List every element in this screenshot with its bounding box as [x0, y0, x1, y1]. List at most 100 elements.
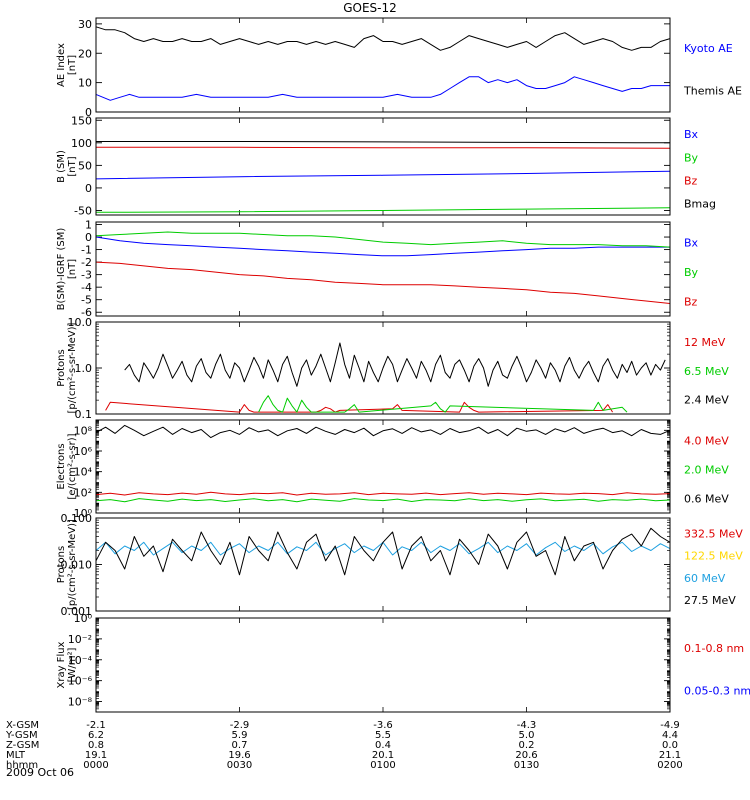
y-axis-unit: [W/m²] — [67, 647, 78, 682]
series-bfield-1 — [95, 207, 671, 213]
x-row-label: X-GSM — [6, 720, 39, 731]
y-tick-label: -1 — [81, 244, 92, 257]
series-bdiff-0 — [95, 236, 670, 257]
y-axis-unit: [nT] — [67, 156, 78, 176]
y-tick-label: 10⁴ — [74, 466, 93, 479]
panel-frame — [95, 117, 671, 216]
legend-label: By — [684, 266, 699, 279]
series-bfield-3 — [96, 141, 671, 144]
x-row-value: 19.1 — [85, 750, 107, 761]
y-tick-label: 10 — [78, 77, 92, 90]
legend-label: 60 MeV — [684, 572, 726, 585]
y-tick-label: 10⁻² — [68, 633, 92, 646]
y-tick-label: 0.001 — [61, 605, 93, 618]
y-tick-label: 30 — [78, 18, 92, 31]
series-protons2-1 — [95, 527, 671, 576]
panel-bfield: -50 0 50 100 150 B (SM) [nT] Bx By Bz Bmag — [56, 114, 716, 217]
legend-label: Bz — [684, 295, 698, 308]
y-tick-label: 10² — [74, 486, 92, 499]
x-row-value: 0200 — [657, 760, 682, 771]
x-row-value: 5.5 — [375, 730, 391, 741]
y-tick-label: 1 — [85, 219, 92, 232]
panel-protons1: 0.1 1.0 10.0 Protons [p/(cm²-s-sr-MeV)] 12 Me… — [56, 316, 729, 421]
x-row-value: 0100 — [370, 760, 395, 771]
y-axis-title: Protons — [56, 349, 67, 386]
y-tick-label: 100 — [71, 137, 92, 150]
series-protons2-0 — [95, 541, 671, 556]
legend-label: 2.0 MeV — [684, 463, 729, 476]
legend-label: 12 MeV — [684, 336, 726, 349]
y-tick-label: 10⁻⁸ — [68, 696, 93, 709]
legend-label: Kyoto AE — [684, 42, 733, 55]
x-row-value: 20.1 — [372, 750, 394, 761]
x-row-value: 0000 — [83, 760, 108, 771]
y-tick-label: 10⁶ — [74, 445, 93, 458]
legend-label: 6.5 MeV — [684, 365, 729, 378]
series-electrons-2 — [95, 424, 671, 439]
panel-protons2: 0.001 0.010 0.100 Protons [p/(cm²-s-sr-MeV)]… — [56, 512, 743, 618]
y-tick-label: 0 — [85, 231, 92, 244]
legend-label: Themis AE — [683, 85, 742, 98]
x-row-value: -4.3 — [517, 720, 537, 731]
x-row-value: 5.9 — [232, 730, 248, 741]
legend-label: 122.5 MeV — [684, 550, 743, 563]
x-axis-table: X-GSM -2.1 -2.9 -3.6 -4.3 -4.9 Y-GSM 6.2 5.9 5.5 5… — [5, 720, 683, 771]
series-bdiff-1 — [95, 231, 671, 248]
x-row-label: MLT — [6, 750, 26, 761]
y-tick-label: -4 — [81, 281, 92, 294]
panel-frame — [95, 419, 671, 514]
series-electrons-0 — [95, 491, 671, 496]
y-axis-title: B(SM)-IGRF (SM) — [56, 228, 67, 311]
legend-label: Bmag — [684, 197, 716, 210]
legend-label: 27.5 MeV — [684, 594, 736, 607]
date-label: 2009 Oct 06 — [6, 766, 74, 779]
y-tick-label: 0 — [85, 182, 92, 195]
x-row-value: 21.1 — [659, 750, 681, 761]
y-tick-label: 10⁰ — [74, 612, 93, 625]
y-tick-label: 150 — [71, 114, 92, 127]
y-tick-label: 50 — [78, 159, 92, 172]
y-axis-unit: [e/(cm²-s-sr)] — [67, 433, 78, 499]
y-tick-label: 0.100 — [61, 512, 93, 525]
x-row-value: 5.0 — [519, 730, 535, 741]
x-row-value: 20.6 — [515, 750, 537, 761]
y-axis-unit: [nT] — [67, 259, 78, 279]
x-row-value: 0.2 — [519, 740, 535, 751]
series-bfield-2 — [96, 146, 671, 149]
y-axis-unit: [p/(cm²-s-sr-MeV)] — [67, 519, 78, 610]
panel-frame — [95, 17, 671, 113]
series-ae-1 — [95, 26, 671, 51]
x-row-value: 0130 — [514, 760, 539, 771]
series-protons1-1 — [258, 395, 628, 413]
series-ae-0 — [95, 76, 670, 101]
y-tick-label: -3 — [81, 269, 92, 282]
panel-frame — [95, 517, 671, 612]
y-tick-label: 10.0 — [68, 316, 93, 329]
series-bfield-0 — [95, 170, 671, 180]
panel-frame — [95, 617, 671, 713]
x-row-value: 0030 — [227, 760, 252, 771]
y-tick-label: -2 — [81, 256, 92, 269]
series-bdiff-2 — [95, 261, 671, 304]
panel-frame — [95, 321, 671, 415]
x-row-value: 0.0 — [662, 740, 678, 751]
legend-label: 0.6 MeV — [684, 492, 729, 505]
x-row-value: 0.8 — [88, 740, 104, 751]
x-row-value: 0.7 — [232, 740, 248, 751]
x-row-value: 0.4 — [375, 740, 391, 751]
panel-bdiff: -6-5-4-3-2-101 B(SM)-IGRF (SM) [nT] Bx By Bz — [56, 219, 699, 320]
legend-label: 4.0 MeV — [684, 434, 729, 447]
series-protons1-2 — [124, 342, 666, 387]
panel-xray: 10⁻⁸ 10⁻⁶ 10⁻⁴ 10⁻² 10⁰ Xray Flux [W/m²] 0.1-0.… — [56, 612, 750, 713]
legend-label: 2.4 MeV — [684, 394, 729, 407]
y-tick-label: -50 — [74, 204, 92, 217]
y-tick-label: 0.010 — [61, 559, 93, 572]
legend-label: Bx — [684, 237, 699, 250]
legend-label: By — [684, 151, 699, 164]
y-tick-label: 10⁸ — [74, 424, 93, 437]
y-tick-label: 0.1 — [75, 408, 93, 421]
y-tick-label: -6 — [81, 306, 92, 319]
x-row-value: 19.6 — [228, 750, 250, 761]
legend-label: Bz — [684, 174, 698, 187]
